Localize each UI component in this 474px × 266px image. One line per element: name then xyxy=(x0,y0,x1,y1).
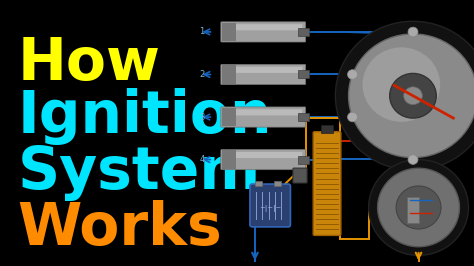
FancyBboxPatch shape xyxy=(221,64,306,85)
Circle shape xyxy=(404,87,422,105)
Circle shape xyxy=(408,27,418,37)
Circle shape xyxy=(347,112,357,122)
Circle shape xyxy=(347,70,357,79)
Circle shape xyxy=(408,155,418,164)
Bar xyxy=(298,113,309,121)
Circle shape xyxy=(369,160,468,255)
Bar xyxy=(222,23,236,41)
FancyBboxPatch shape xyxy=(293,168,307,183)
Text: Ignition: Ignition xyxy=(18,88,272,145)
Bar xyxy=(255,181,262,186)
Bar xyxy=(222,108,236,126)
Bar xyxy=(298,28,309,36)
Bar xyxy=(274,181,281,186)
FancyBboxPatch shape xyxy=(224,152,302,158)
FancyBboxPatch shape xyxy=(221,149,306,170)
Circle shape xyxy=(348,34,474,157)
Text: How: How xyxy=(18,35,161,92)
Bar xyxy=(321,125,333,133)
Text: ~|~|~: ~|~|~ xyxy=(259,205,282,212)
Text: 1: 1 xyxy=(200,27,205,36)
Text: Works: Works xyxy=(18,200,222,256)
FancyBboxPatch shape xyxy=(313,132,341,235)
Circle shape xyxy=(363,47,440,122)
FancyBboxPatch shape xyxy=(224,24,302,30)
FancyBboxPatch shape xyxy=(221,107,306,127)
Bar xyxy=(222,65,236,84)
FancyBboxPatch shape xyxy=(224,67,302,73)
FancyBboxPatch shape xyxy=(224,109,302,115)
Bar xyxy=(222,150,236,169)
FancyBboxPatch shape xyxy=(250,184,291,227)
Circle shape xyxy=(336,21,474,170)
Circle shape xyxy=(378,168,459,247)
FancyBboxPatch shape xyxy=(221,22,306,42)
Text: 2: 2 xyxy=(200,70,205,79)
Circle shape xyxy=(396,186,441,229)
Circle shape xyxy=(390,73,436,118)
Bar xyxy=(408,197,419,223)
Bar xyxy=(298,70,309,78)
Text: 4: 4 xyxy=(200,155,205,164)
Text: System: System xyxy=(18,144,261,201)
Bar xyxy=(298,156,309,164)
Text: 3: 3 xyxy=(200,113,205,122)
